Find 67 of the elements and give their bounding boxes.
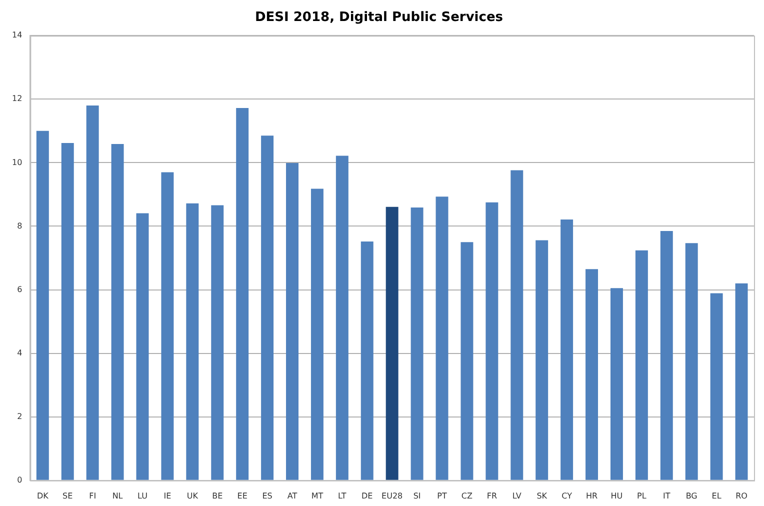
- bar: [386, 206, 398, 480]
- x-tick-label: BE: [212, 491, 223, 500]
- x-tick-label: EL: [712, 491, 722, 500]
- x-tick-label: NL: [112, 491, 124, 500]
- x-tick-label: DK: [36, 491, 50, 500]
- bar: [635, 250, 648, 480]
- bar: [336, 156, 348, 480]
- x-tick-label: IT: [663, 491, 670, 500]
- y-tick-label: 6: [17, 284, 22, 294]
- bar: [236, 108, 249, 480]
- bar: [261, 136, 274, 480]
- x-tick-label: LV: [512, 491, 522, 500]
- x-tick-label: AT: [287, 491, 298, 500]
- chart-title: DESI 2018, Digital Public Services: [254, 10, 504, 26]
- y-tick-label: 8: [17, 221, 22, 230]
- x-tick-label: SE: [62, 491, 73, 500]
- x-tick-label: PT: [437, 491, 447, 500]
- x-tick-label: LT: [338, 491, 346, 500]
- y-tick-label: 2: [17, 412, 22, 421]
- x-tick-label: SK: [536, 491, 548, 500]
- x-tick-label: HU: [610, 491, 623, 500]
- x-tick-label: UK: [186, 491, 199, 500]
- bar: [310, 188, 324, 480]
- x-tick-label: PL: [637, 491, 647, 500]
- x-tick-label: HR: [586, 491, 598, 500]
- bar: [36, 130, 49, 480]
- bar: [211, 205, 224, 480]
- bar: [560, 220, 574, 480]
- x-tick-label: DE: [362, 491, 373, 500]
- bar: [61, 142, 74, 480]
- bar: [586, 269, 598, 480]
- bar: [136, 213, 149, 480]
- bar: [536, 240, 548, 480]
- bar: [410, 207, 424, 480]
- bar: [161, 172, 174, 480]
- bar: [360, 241, 374, 480]
- bar: [186, 203, 199, 480]
- bar: [710, 293, 723, 480]
- y-tick-label: 14: [12, 30, 22, 40]
- bar: [735, 283, 748, 480]
- x-tick-label: EU28: [382, 491, 403, 500]
- x-tick-label: IE: [164, 491, 172, 500]
- y-tick-label: 10: [12, 158, 22, 167]
- x-tick-label: MT: [311, 491, 324, 500]
- x-tick-label: CY: [562, 491, 572, 500]
- x-tick-label: CZ: [461, 491, 474, 500]
- x-tick-label: FR: [486, 491, 498, 500]
- x-tick-label: BG: [686, 491, 698, 500]
- bar: [436, 196, 448, 480]
- x-tick-label: ES: [262, 491, 272, 500]
- x-tick-label: RO: [736, 491, 748, 500]
- x-tick-label: SI: [413, 491, 421, 500]
- y-tick-label: 4: [17, 348, 22, 358]
- x-tick-label: FI: [89, 491, 96, 500]
- bar: [610, 288, 623, 480]
- x-tick-label: LU: [138, 491, 148, 500]
- bar: [111, 144, 124, 480]
- bar: [486, 202, 498, 480]
- bar: [510, 170, 524, 480]
- bar: [685, 243, 698, 480]
- bar: [660, 230, 673, 480]
- bar: [86, 105, 99, 480]
- x-tick-label: EE: [237, 491, 248, 500]
- y-tick-label: 12: [12, 94, 22, 104]
- y-tick-label: 0: [17, 475, 22, 484]
- bar: [286, 163, 298, 480]
- bar: [460, 242, 474, 480]
